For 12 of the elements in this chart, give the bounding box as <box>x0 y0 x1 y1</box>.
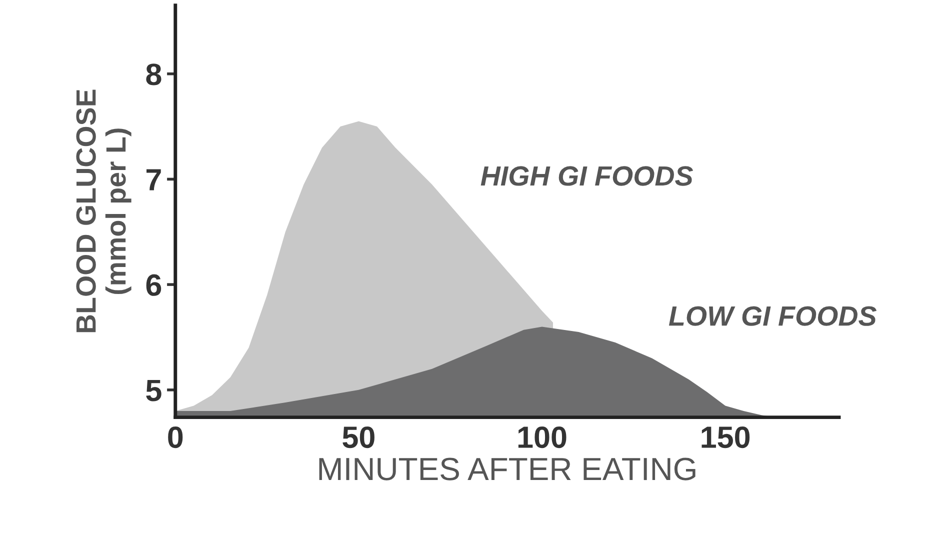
x-tick-label: 0 <box>168 426 183 448</box>
y-tick-label: 8 <box>146 64 162 86</box>
x-tick-label: 100 <box>518 426 566 448</box>
series-label: HIGH GI FOODS <box>480 166 694 186</box>
y-tick-label: 7 <box>146 169 161 190</box>
y-tick-label: 6 <box>146 274 162 296</box>
x-tick-label: 150 <box>702 426 750 448</box>
x-axis-title: MINUTES AFTER EATING <box>319 458 696 480</box>
x-tick-label: 50 <box>342 426 374 448</box>
y-axis-title: BLOOD GLUCOSE (mmol per L) <box>76 90 132 332</box>
y-tick-label: 5 <box>146 380 162 402</box>
series-label: LOW GI FOODS <box>668 306 876 326</box>
